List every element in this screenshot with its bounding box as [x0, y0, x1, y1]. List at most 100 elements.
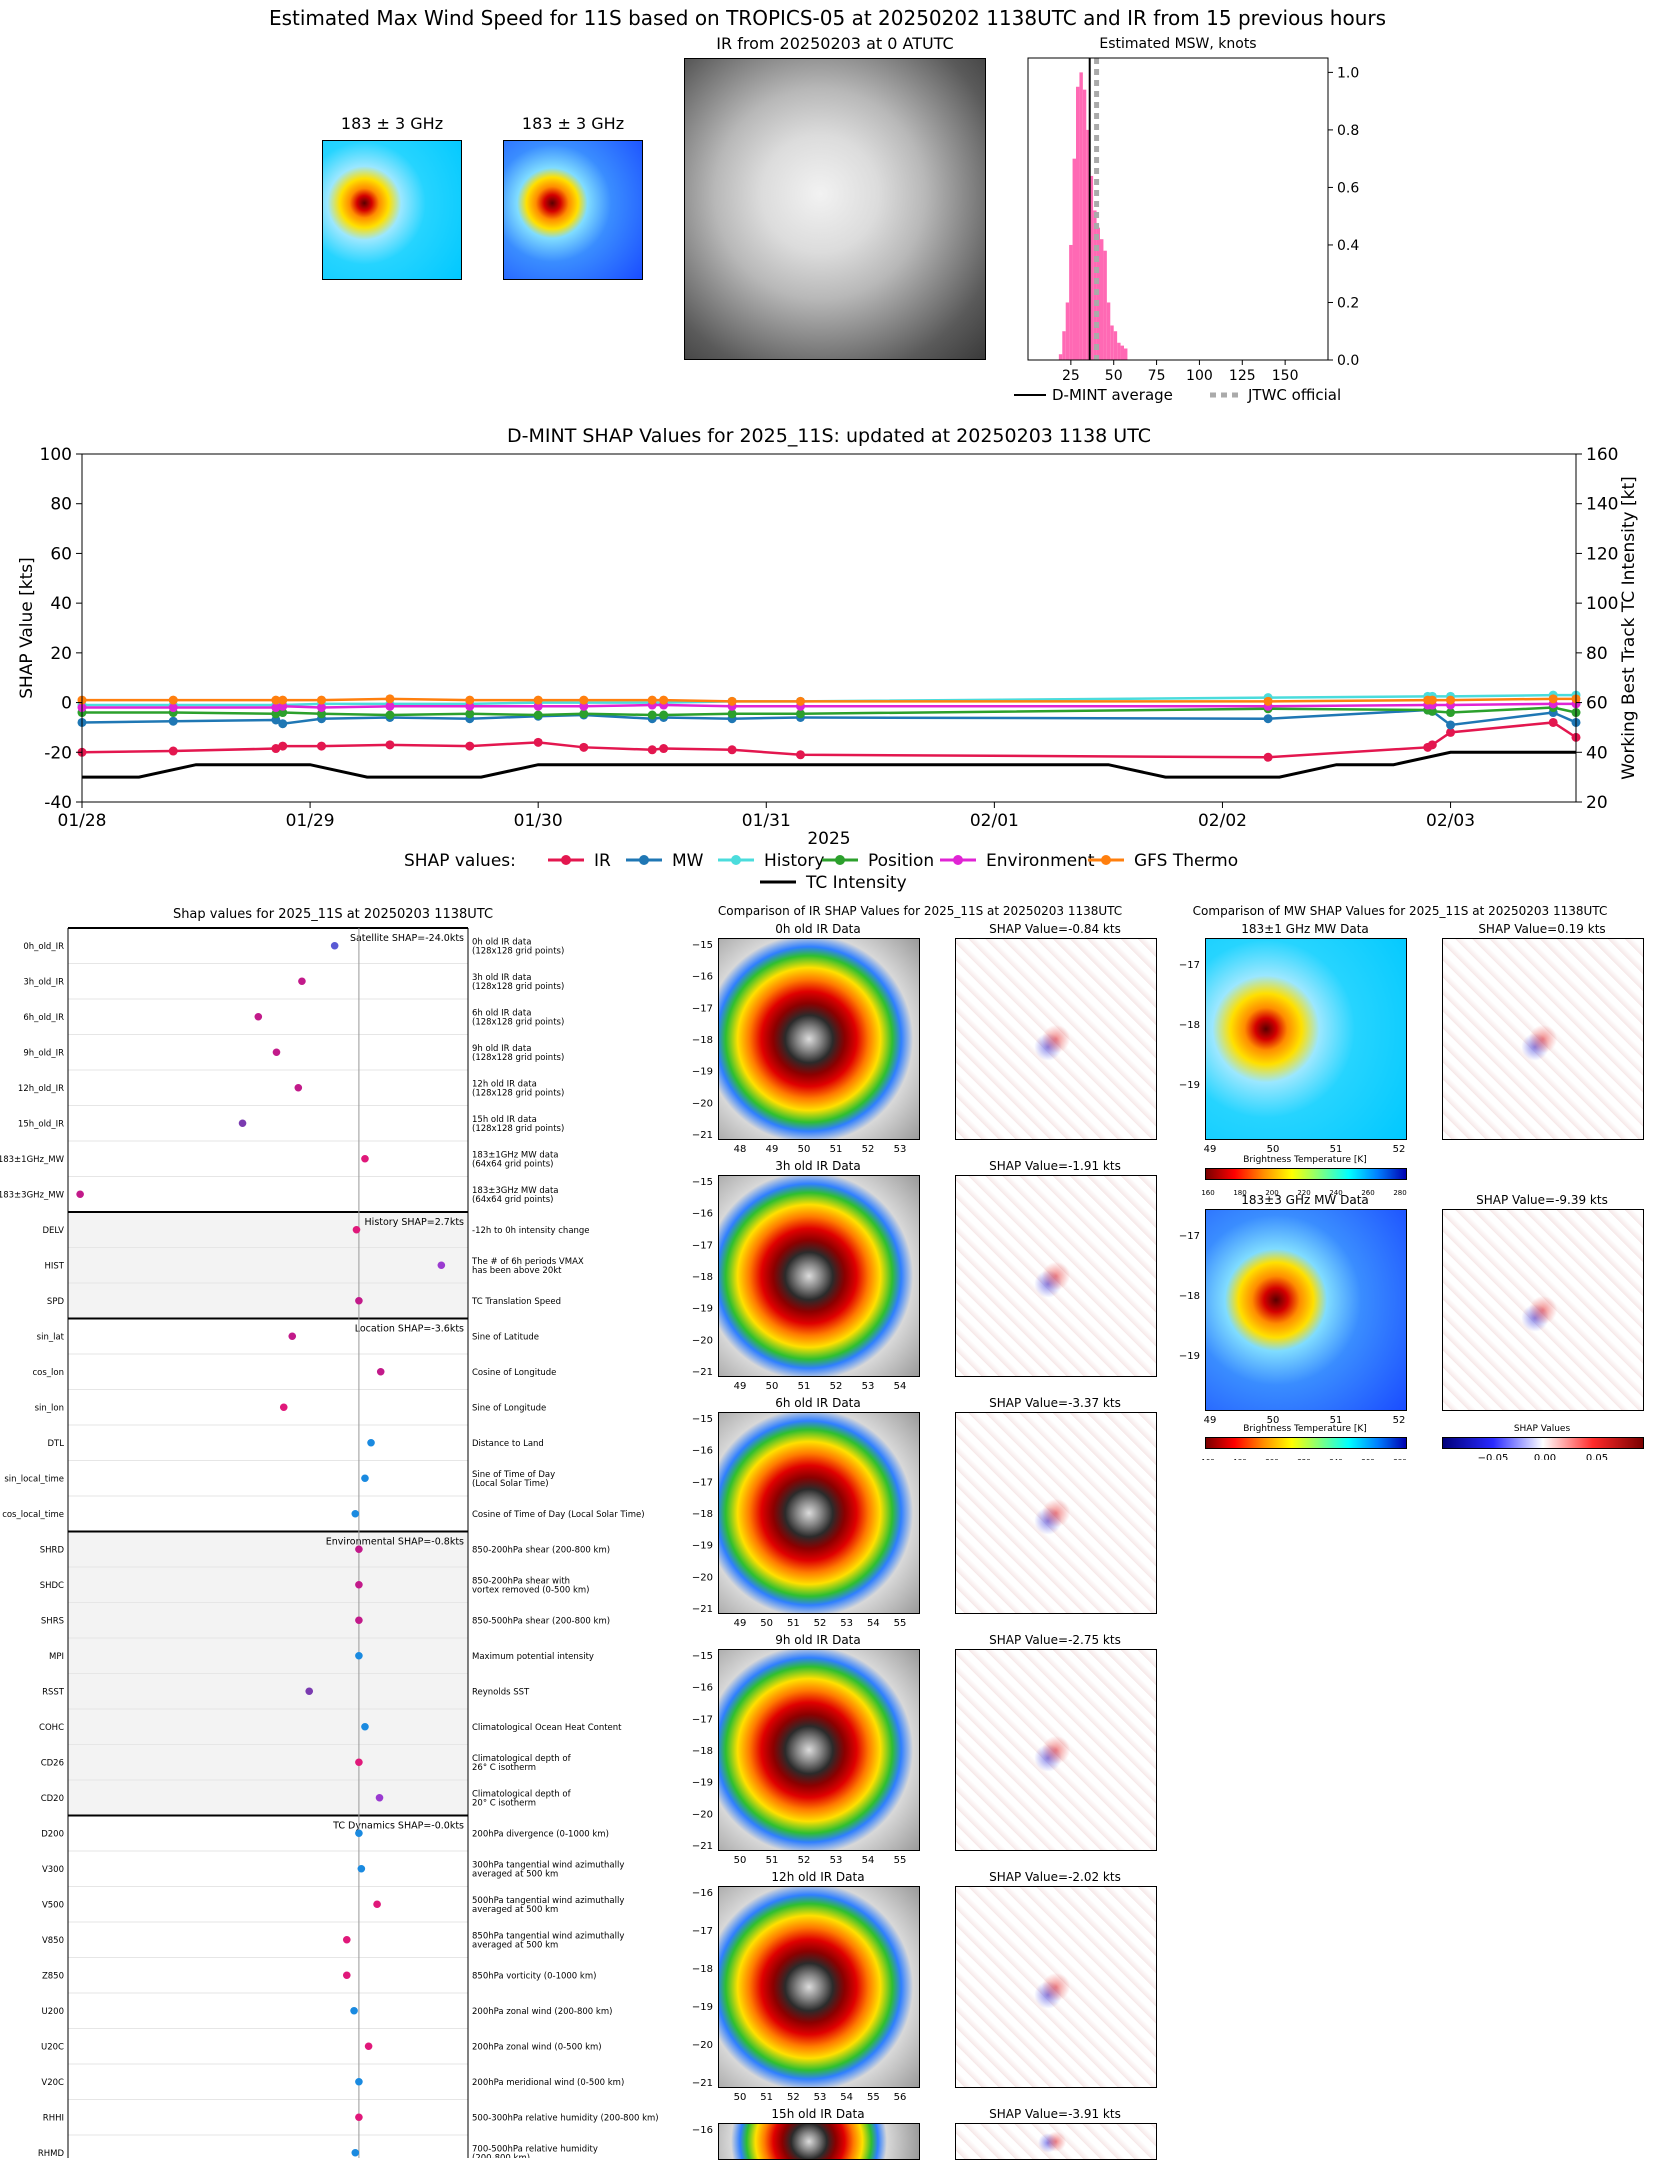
ir-panel-shap [955, 1649, 1157, 1851]
ir-xtick-label: 50 [734, 1855, 747, 1866]
shap-feature-desc: Distance to Land [472, 1439, 544, 1449]
ts-point [1427, 740, 1437, 750]
shap-feature-desc: Sine of Longitude [472, 1403, 546, 1413]
ts-point [271, 695, 281, 705]
shap-feature-desc: averaged at 500 km [472, 1940, 558, 1950]
ts-legend-marker [835, 855, 845, 865]
ts-ytick-label: 100 [40, 445, 72, 465]
ir-ytick-label: −21 [692, 2078, 713, 2089]
ts-point [1263, 714, 1273, 724]
mw-ytick-label: −19 [1179, 1351, 1200, 1362]
shap-feature-desc: (128x128 grid points) [472, 1053, 564, 1063]
hist-bar [1089, 175, 1094, 360]
ts-point [1427, 706, 1437, 716]
shap-timeseries-chart: D-MINT SHAP Values for 2025_11S: updated… [17, 425, 1639, 893]
shap-point [352, 1225, 361, 1234]
ir-ytick-label: −19 [692, 2002, 713, 2013]
shap-cbar-tick: 0.05 [1586, 1453, 1608, 1460]
ir-panel-left-title: 9h old IR Data [775, 1633, 861, 1647]
hist-title: Estimated MSW, knots [1099, 36, 1256, 52]
shap-feature-name: SHRS [41, 1616, 64, 1626]
shap-cbar-label: SHAP Values [1513, 1424, 1571, 1434]
shap-feature-desc: averaged at 500 km [472, 1905, 558, 1915]
mw-cbar-tick: 240 [1329, 1189, 1342, 1197]
ir-ytick-label: −16 [692, 1209, 713, 1220]
ts-legend-marker [639, 855, 649, 865]
ir-panel-image [718, 1175, 920, 1377]
ir-panel-shap [955, 1175, 1157, 1377]
hist-bar [1120, 345, 1124, 360]
ts-ytick-label: 20 [50, 644, 72, 664]
shap-feature-name: CD20 [41, 1794, 64, 1804]
mw2-title: 183 ± 3 GHz [521, 114, 625, 133]
shap-feature-name: SHRD [40, 1545, 65, 1555]
ts-point [795, 750, 805, 760]
shap-feature-name: 6h_old_IR [23, 1013, 64, 1023]
mw-ytick-label: −18 [1179, 1291, 1200, 1302]
shap-feature-desc: (128x128 grid points) [472, 1017, 564, 1027]
ir-ytick-label: −18 [692, 1964, 713, 1975]
ts-point [1548, 717, 1558, 727]
ts-point [1446, 708, 1456, 718]
ir-title: IR from 20250203 at 0 ATUTC [716, 34, 954, 53]
ir-ytick-label: −17 [692, 1714, 713, 1725]
ts-point [647, 745, 657, 755]
hist-bar [1124, 348, 1128, 360]
ts-point [1446, 695, 1456, 705]
ir-xtick-label: 55 [894, 1855, 907, 1866]
mw-xtick-label: 50 [1267, 1144, 1280, 1155]
shap-feature-panel: Shap values for 2025_11S at 20250203 113… [0, 907, 659, 2158]
ir-xtick-label: 53 [830, 1855, 843, 1866]
ir-ytick-label: −17 [692, 1240, 713, 1251]
shap-feature-name: 3h_old_IR [23, 977, 64, 987]
ir-ytick-label: −17 [692, 1003, 713, 1014]
msw-histogram: Estimated MSW, knots 25 50 75 100 125 150 0.0 0.… [1014, 36, 1359, 404]
shap-feature-name: 9h_old_IR [23, 1048, 64, 1058]
ts-point [659, 695, 669, 705]
mw-compare-title: Comparison of MW SHAP Values for 2025_11… [1192, 904, 1608, 918]
ir-ytick-label: −19 [692, 1304, 713, 1315]
ts-xtick-label: 01/28 [58, 811, 107, 831]
ir-xtick-label: 52 [787, 2092, 800, 2103]
ir-panel-shap [955, 1886, 1157, 2088]
shap-feature-name: RHHI [43, 2113, 64, 2123]
hist-bar [1069, 244, 1073, 360]
ts-legend-label: IR [594, 851, 611, 871]
shap-point [355, 1580, 363, 1589]
ts-point [465, 695, 475, 705]
shap-feature-name: DTL [48, 1439, 65, 1449]
ts-point [533, 710, 543, 720]
mw-panel2-shap [1442, 1209, 1644, 1411]
mw1-image [322, 140, 462, 280]
ir-panel-right-title: SHAP Value=-3.37 kts [989, 1396, 1121, 1410]
ts-point [271, 744, 281, 754]
shap-feature-name: sin_local_time [4, 1474, 64, 1484]
ts-xlabel: 2025 [807, 829, 850, 849]
ts-point [316, 703, 326, 713]
shap-point [298, 977, 306, 986]
shap-colorbar [1442, 1437, 1644, 1449]
shap-feature-name: 0h_old_IR [23, 942, 64, 952]
ts-point [579, 701, 589, 711]
shap-feature-name: MPI [49, 1652, 64, 1662]
ts-legend-label: Environment [986, 851, 1095, 871]
ts-point [1263, 752, 1273, 762]
shap-point [342, 1935, 351, 1944]
ts-frame [81, 453, 1577, 803]
ir-ytick-label: −21 [692, 1841, 713, 1852]
ir-xtick-label: 48 [734, 1144, 747, 1155]
mw-panel1-shap [1442, 938, 1644, 1140]
shap-feature-name: RHMD [38, 2149, 65, 2158]
shap-point [342, 1971, 351, 1980]
ts-ytick-right-label: 60 [1586, 694, 1608, 714]
ts-point [647, 695, 657, 705]
ir-xtick-label: 54 [894, 1381, 907, 1392]
ts-ytick-label: 80 [50, 495, 72, 515]
mw-xtick-label: 50 [1267, 1415, 1280, 1426]
shap-panel-title: Shap values for 2025_11S at 20250203 113… [173, 907, 493, 922]
ir-ytick-label: −18 [692, 1509, 713, 1520]
shap-feature-name: Z850 [42, 1971, 64, 1981]
ir-panel-left-title: 0h old IR Data [775, 922, 861, 936]
shap-feature-name: 183±1GHz_MW [0, 1155, 65, 1165]
